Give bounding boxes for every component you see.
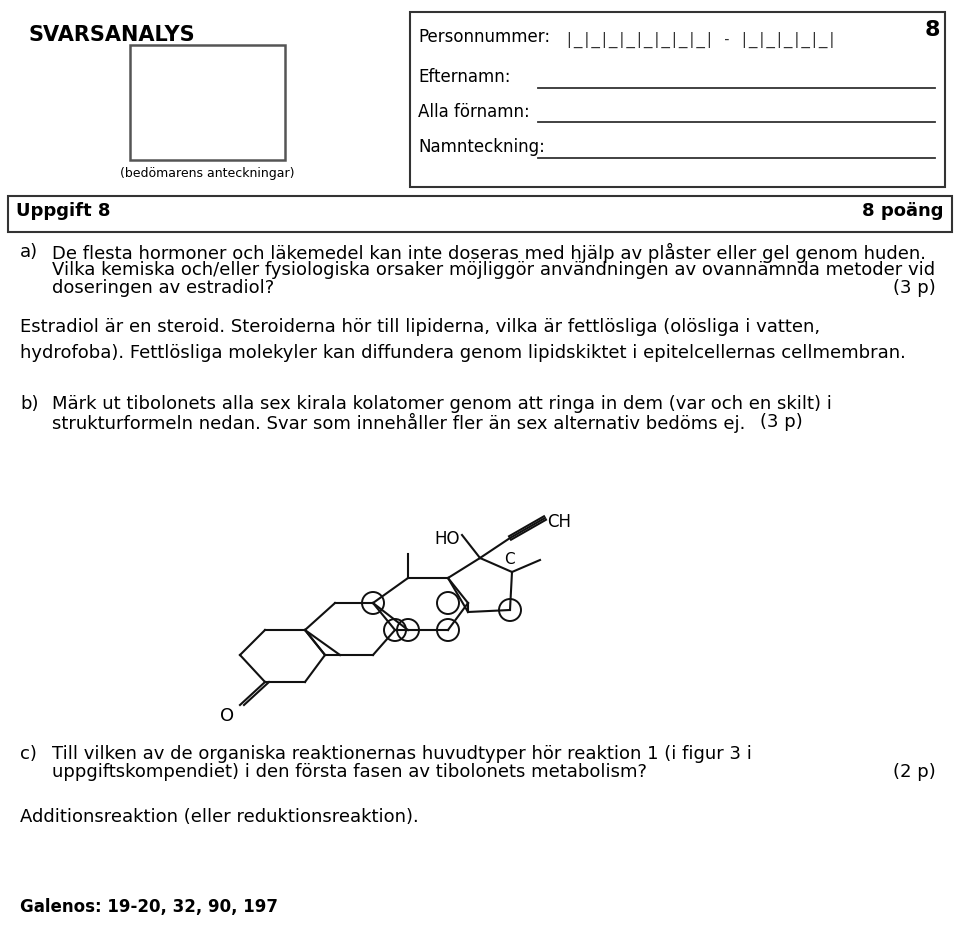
Text: uppgiftskompendiet) i den första fasen av tibolonets metabolism?: uppgiftskompendiet) i den första fasen a… [52, 763, 647, 781]
Text: Efternamn:: Efternamn: [418, 68, 511, 86]
Text: Personnummer:: Personnummer: [418, 28, 550, 46]
Text: De flesta hormoner och läkemedel kan inte doseras med hjälp av plåster eller gel: De flesta hormoner och läkemedel kan int… [52, 243, 926, 263]
Text: Uppgift 8: Uppgift 8 [16, 202, 110, 220]
Text: hydrofoba). Fettlösliga molekyler kan diffundera genom lipidskiktet i epitelcell: hydrofoba). Fettlösliga molekyler kan di… [20, 344, 906, 362]
Text: strukturformeln nedan. Svar som innehåller fler än sex alternativ bedöms ej.: strukturformeln nedan. Svar som innehåll… [52, 413, 745, 433]
Text: Estradiol är en steroid. Steroiderna hör till lipiderna, vilka är fettlösliga (o: Estradiol är en steroid. Steroiderna hör… [20, 318, 820, 336]
Text: c): c) [20, 745, 36, 763]
Text: Vilka kemiska och/eller fysiologiska orsaker möjliggör användningen av ovannämnd: Vilka kemiska och/eller fysiologiska ors… [52, 261, 935, 279]
Text: 8 poäng: 8 poäng [862, 202, 944, 220]
Text: Galenos: 19-20, 32, 90, 197: Galenos: 19-20, 32, 90, 197 [20, 898, 278, 916]
Text: SVARSANALYS: SVARSANALYS [28, 25, 195, 45]
Text: (2 p): (2 p) [893, 763, 936, 781]
Text: 8: 8 [924, 20, 940, 40]
Text: HO: HO [434, 530, 460, 548]
Text: Märk ut tibolonets alla sex kirala kolatomer genom att ringa in dem (var och en : Märk ut tibolonets alla sex kirala kolat… [52, 395, 832, 413]
Text: b): b) [20, 395, 38, 413]
Text: Till vilken av de organiska reaktionernas huvudtyper hör reaktion 1 (i figur 3 i: Till vilken av de organiska reaktionerna… [52, 745, 752, 763]
Text: O: O [220, 707, 234, 725]
Text: |_|_|_|_|_|_|_|_| - |_|_|_|_|_|: |_|_|_|_|_|_|_|_| - |_|_|_|_|_| [565, 32, 836, 48]
Text: (3 p): (3 p) [893, 279, 936, 297]
Text: a): a) [20, 243, 38, 261]
Text: doseringen av estradiol?: doseringen av estradiol? [52, 279, 275, 297]
Text: (3 p): (3 p) [760, 413, 803, 431]
Text: Alla förnamn:: Alla förnamn: [418, 103, 530, 121]
Bar [8, 196, 952, 232]
Bar [410, 12, 945, 187]
Text: CH: CH [547, 513, 571, 531]
Text: (bedömarens anteckningar): (bedömarens anteckningar) [120, 167, 295, 180]
Text: C: C [504, 552, 515, 567]
Text: Namnteckning:: Namnteckning: [418, 138, 545, 156]
Text: Additionsreaktion (eller reduktionsreaktion).: Additionsreaktion (eller reduktionsreakt… [20, 808, 419, 826]
Bar [130, 45, 285, 160]
